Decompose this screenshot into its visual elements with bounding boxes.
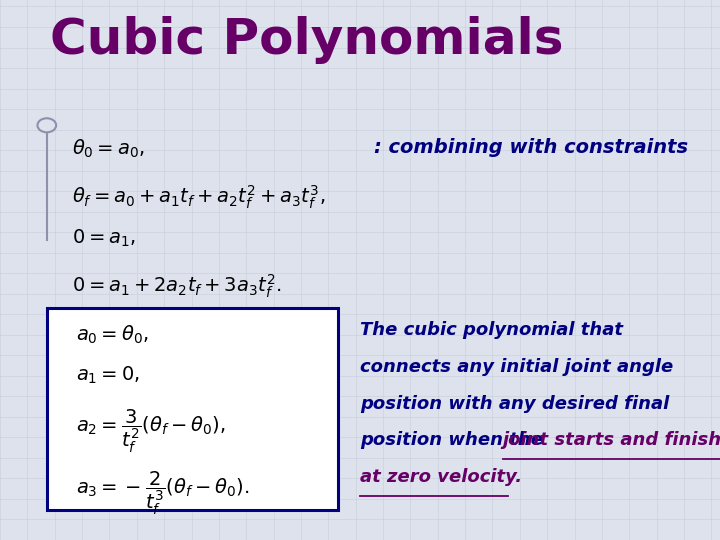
Text: $\theta_0 = a_0,$: $\theta_0 = a_0,$ [72,138,145,160]
Text: $0 = a_1,$: $0 = a_1,$ [72,228,136,249]
Text: $0 = a_1 + 2a_2 t_f + 3a_3 t_f^2.$: $0 = a_1 + 2a_2 t_f + 3a_3 t_f^2.$ [72,272,282,300]
Text: position when the: position when the [360,431,549,449]
Text: connects any initial joint angle: connects any initial joint angle [360,358,673,376]
Text: Cubic Polynomials: Cubic Polynomials [50,16,564,64]
Circle shape [37,118,56,132]
Text: at zero velocity.: at zero velocity. [360,468,522,486]
Text: $\theta_f = a_0 + a_1 t_f + a_2 t_f^2 + a_3 t_f^3,$: $\theta_f = a_0 + a_1 t_f + a_2 t_f^2 + … [72,184,325,211]
Text: position with any desired final: position with any desired final [360,395,670,413]
FancyBboxPatch shape [47,308,338,510]
Text: $a_2 = \dfrac{3}{t_f^2}(\theta_f - \theta_0),$: $a_2 = \dfrac{3}{t_f^2}(\theta_f - \thet… [76,408,225,455]
Text: joint starts and finishes: joint starts and finishes [503,431,720,449]
Text: $a_1 = 0,$: $a_1 = 0,$ [76,364,140,386]
Text: $a_3 = -\dfrac{2}{t_f^3}(\theta_f - \theta_0).$: $a_3 = -\dfrac{2}{t_f^3}(\theta_f - \the… [76,470,249,517]
Text: : combining with constraints: : combining with constraints [374,138,688,157]
Text: The cubic polynomial that: The cubic polynomial that [360,321,623,339]
Text: $a_0 = \theta_0,$: $a_0 = \theta_0,$ [76,324,148,346]
